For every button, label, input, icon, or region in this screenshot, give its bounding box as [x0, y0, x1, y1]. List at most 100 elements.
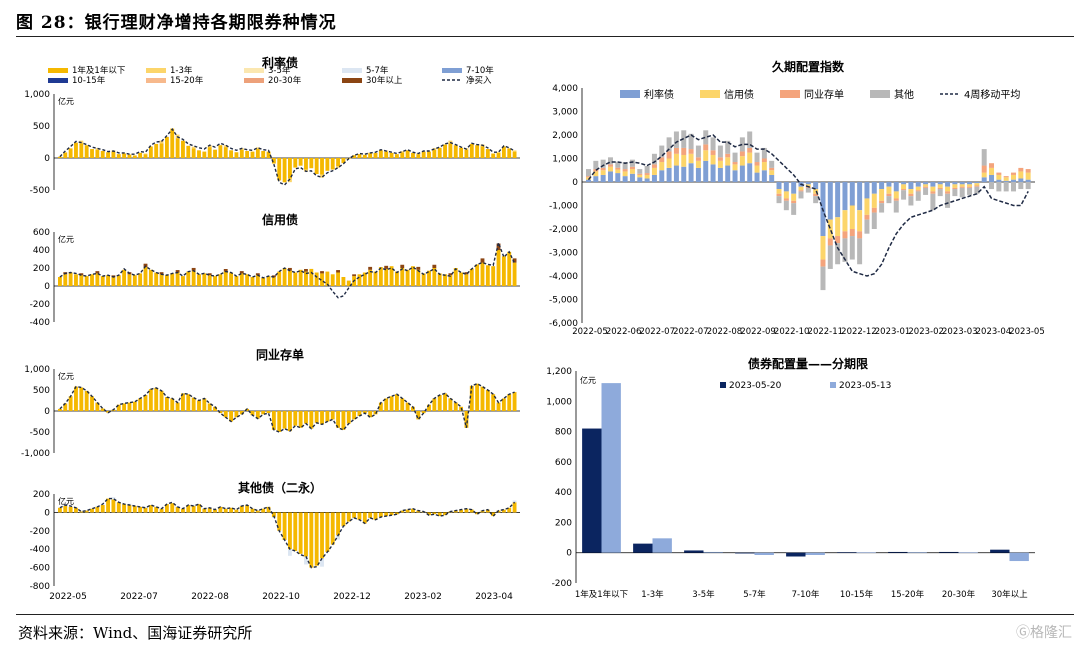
rate-bar-stack [95, 148, 100, 150]
duration-bar-0 [842, 182, 848, 211]
duration-bar-2 [908, 193, 914, 197]
rate-bar-stack [143, 153, 148, 155]
duration-bar-3 [864, 219, 870, 234]
duration-bar-1 [798, 186, 804, 191]
duration-bar-0 [893, 182, 899, 192]
duration-bar-2 [776, 193, 782, 197]
duration-xtick: 2022-09 [740, 327, 776, 337]
duration-bar-0 [945, 182, 951, 187]
duration-bar-3 [908, 196, 914, 206]
date-xtick: 2022-07 [120, 592, 158, 602]
rate-bar [234, 152, 239, 158]
cd-bar [266, 411, 271, 414]
duration-bar-0 [1003, 180, 1009, 182]
cd-bar [432, 398, 437, 411]
credit-bar [362, 272, 367, 286]
date-xtick: 2022-10 [262, 592, 300, 602]
duration-bar-1 [952, 184, 958, 188]
duration-bar-0 [805, 182, 811, 185]
rate-legend-swatch [342, 68, 362, 73]
rate-bar [288, 158, 292, 179]
bucket-xtick: 1年及1年以下 [575, 589, 629, 600]
cd-bar [127, 402, 132, 411]
duration-ytick: -2,000 [549, 225, 578, 235]
duration-bar-2 [769, 167, 775, 171]
duration-bar-1 [835, 217, 841, 237]
other-bar [132, 505, 137, 513]
other-bar [213, 509, 217, 513]
other-ytick: -600 [30, 564, 51, 574]
rate-bar [384, 151, 389, 158]
duration-ytick: 0 [572, 178, 578, 188]
credit-bar-stack [336, 270, 340, 273]
duration-bar-0 [666, 167, 672, 182]
duration-bar-2 [725, 153, 731, 158]
credit-bar [459, 272, 464, 286]
duration-bar-2 [695, 157, 701, 161]
duration-bar-2 [732, 162, 738, 165]
duration-bar-1 [893, 191, 899, 199]
bucket-bar-1 [754, 552, 774, 555]
duration-bar-2 [996, 172, 1002, 175]
cd-bar [95, 402, 100, 411]
duration-bar-0 [637, 177, 643, 182]
other-bar [143, 507, 148, 513]
duration-xtick: 2022-05 [572, 327, 608, 337]
duration-bar-1 [666, 158, 672, 168]
duration-bar-0 [593, 176, 599, 182]
cd-bar [480, 386, 485, 411]
duration-bar-3 [747, 131, 753, 148]
other-bar [191, 505, 196, 513]
duration-xtick: 2022-07 [639, 327, 675, 337]
duration-bar-2 [791, 200, 797, 204]
rate-legend-label: 20-30年 [268, 75, 302, 86]
rate-bar [437, 147, 442, 158]
duration-bar-2 [974, 185, 980, 187]
duration-bar-2 [930, 191, 936, 194]
rate-legend-swatch [244, 68, 264, 73]
rate-bar [512, 151, 517, 158]
rate-bar [250, 151, 255, 158]
other-bar [443, 512, 447, 516]
rate-bar [239, 149, 244, 158]
footer-rule [16, 614, 1074, 615]
duration-bar-2 [673, 147, 679, 154]
other-bar [485, 509, 490, 513]
cd-bar [154, 387, 159, 411]
rate-bar [293, 158, 298, 168]
rate-legend-swatch [48, 78, 68, 83]
duration-bar-1 [945, 186, 951, 192]
cd-bar [341, 411, 346, 430]
other-bar [68, 506, 73, 513]
other-bar-stack [143, 506, 148, 508]
duration-xtick: 2023-01 [875, 327, 911, 337]
other-ytick: -400 [30, 545, 51, 555]
bucket-ytick: 1,000 [546, 397, 572, 407]
bucket-ytick: 0 [566, 549, 572, 559]
rate-bar-stack [63, 151, 68, 153]
cd-bar [378, 402, 383, 411]
rate-legend-swatch [442, 68, 462, 73]
duration-bar-1 [1018, 171, 1024, 179]
duration-bar-2 [864, 214, 870, 220]
cd-bar [384, 398, 389, 411]
credit-bar [491, 266, 496, 286]
cd-bar [277, 411, 282, 432]
rate-bar [79, 143, 84, 158]
rate-bar [154, 143, 159, 158]
credit-ytick: -400 [30, 318, 51, 328]
duration-bar-3 [732, 152, 738, 163]
duration-bar-0 [923, 182, 929, 185]
duration-bar-2 [637, 173, 643, 175]
credit-bar [475, 264, 480, 286]
duration-bar-1 [776, 189, 782, 194]
duration-bar-1 [857, 210, 863, 232]
credit-ytick: -200 [30, 300, 51, 310]
credit-bar [175, 272, 180, 286]
credit-bar-stack [352, 274, 357, 277]
duration-bar-0 [849, 182, 855, 206]
duration-bar-3 [615, 161, 621, 168]
bucket-unit: 亿元 [580, 375, 596, 385]
other-bar-stack [288, 549, 292, 556]
